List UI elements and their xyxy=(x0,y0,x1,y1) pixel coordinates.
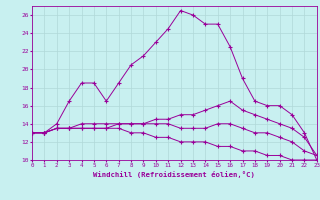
X-axis label: Windchill (Refroidissement éolien,°C): Windchill (Refroidissement éolien,°C) xyxy=(93,171,255,178)
